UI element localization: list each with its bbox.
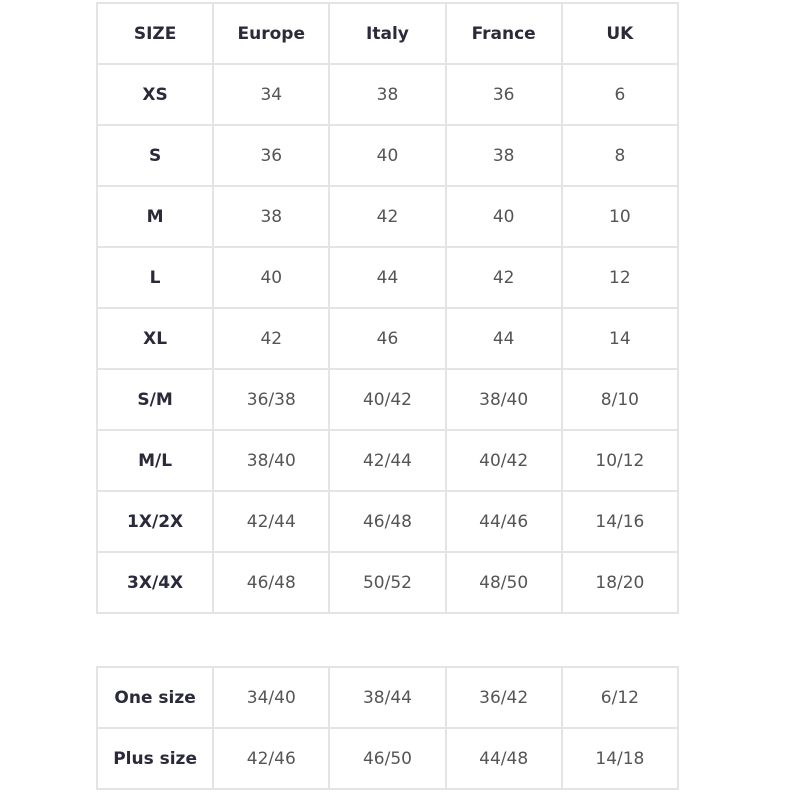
- header-row: SIZE Europe Italy France UK: [95, 2, 680, 65]
- table-row: XL 42 46 44 14: [95, 307, 680, 370]
- size-label: 1X/2X: [95, 490, 215, 553]
- size-label: M/L: [95, 429, 215, 492]
- table-cell: 14: [560, 307, 680, 370]
- table-cell: 8: [560, 124, 680, 187]
- one-plus-size-table: One size 34/40 38/44 36/42 6/12 Plus size 42/4…: [95, 666, 680, 790]
- table-cell: 46/50: [328, 727, 447, 790]
- table-cell: 44: [328, 246, 447, 309]
- table-cell: 40: [444, 185, 563, 248]
- table-cell: 38/44: [328, 666, 447, 729]
- table-cell: 34/40: [212, 666, 331, 729]
- table-cell: 46/48: [212, 551, 331, 614]
- table-cell: 40/42: [328, 368, 447, 431]
- table-cell: 42: [212, 307, 331, 370]
- table-cell: 36: [212, 124, 331, 187]
- table-cell: 38: [212, 185, 331, 248]
- table-cell: 34: [212, 63, 331, 126]
- table-cell: 40: [212, 246, 331, 309]
- table-cell: 40/42: [444, 429, 563, 492]
- size-label: L: [95, 246, 215, 309]
- table-cell: 42: [444, 246, 563, 309]
- size-label: Plus size: [95, 727, 215, 790]
- table-row: M 38 42 40 10: [95, 185, 680, 248]
- table-row: M/L 38/40 42/44 40/42 10/12: [95, 429, 680, 492]
- table-cell: 42/44: [212, 490, 331, 553]
- table-cell: 10: [560, 185, 680, 248]
- table-cell: 38/40: [444, 368, 563, 431]
- table-cell: 8/10: [560, 368, 680, 431]
- table-cell: 38: [328, 63, 447, 126]
- table-row: 1X/2X 42/44 46/48 44/46 14/16: [95, 490, 680, 553]
- table-cell: 6/12: [560, 666, 680, 729]
- table-cell: 38: [444, 124, 563, 187]
- table-row: S/M 36/38 40/42 38/40 8/10: [95, 368, 680, 431]
- table-cell: 36/38: [212, 368, 331, 431]
- table-cell: 10/12: [560, 429, 680, 492]
- size-label: XL: [95, 307, 215, 370]
- table-cell: 42/46: [212, 727, 331, 790]
- column-header: UK: [560, 2, 680, 65]
- table-cell: 12: [560, 246, 680, 309]
- table-cell: 46: [328, 307, 447, 370]
- size-label: 3X/4X: [95, 551, 215, 614]
- table-cell: 44/46: [444, 490, 563, 553]
- table-cell: 6: [560, 63, 680, 126]
- column-header: SIZE: [95, 2, 215, 65]
- column-header: Italy: [328, 2, 447, 65]
- table-cell: 36/42: [444, 666, 563, 729]
- size-chart-table: SIZE Europe Italy France UK XS 34 38 36 6 S 36 40 38 8…: [95, 2, 680, 614]
- table-cell: 40: [328, 124, 447, 187]
- table-row: L 40 44 42 12: [95, 246, 680, 309]
- table-row: XS 34 38 36 6: [95, 63, 680, 126]
- table-cell: 44/48: [444, 727, 563, 790]
- column-header: France: [444, 2, 563, 65]
- table-cell: 48/50: [444, 551, 563, 614]
- table-row: S 36 40 38 8: [95, 124, 680, 187]
- size-label: XS: [95, 63, 215, 126]
- table-cell: 36: [444, 63, 563, 126]
- table-cell: 42: [328, 185, 447, 248]
- table-cell: 14/16: [560, 490, 680, 553]
- table-row: Plus size 42/46 46/50 44/48 14/18: [95, 727, 680, 790]
- table-row: 3X/4X 46/48 50/52 48/50 18/20: [95, 551, 680, 614]
- table-cell: 18/20: [560, 551, 680, 614]
- size-label: S/M: [95, 368, 215, 431]
- table-cell: 46/48: [328, 490, 447, 553]
- size-label: S: [95, 124, 215, 187]
- table-cell: 44: [444, 307, 563, 370]
- table-cell: 38/40: [212, 429, 331, 492]
- table-cell: 50/52: [328, 551, 447, 614]
- size-label: One size: [95, 666, 215, 729]
- size-label: M: [95, 185, 215, 248]
- column-header: Europe: [212, 2, 331, 65]
- table-cell: 42/44: [328, 429, 447, 492]
- table-row: One size 34/40 38/44 36/42 6/12: [95, 666, 680, 729]
- table-cell: 14/18: [560, 727, 680, 790]
